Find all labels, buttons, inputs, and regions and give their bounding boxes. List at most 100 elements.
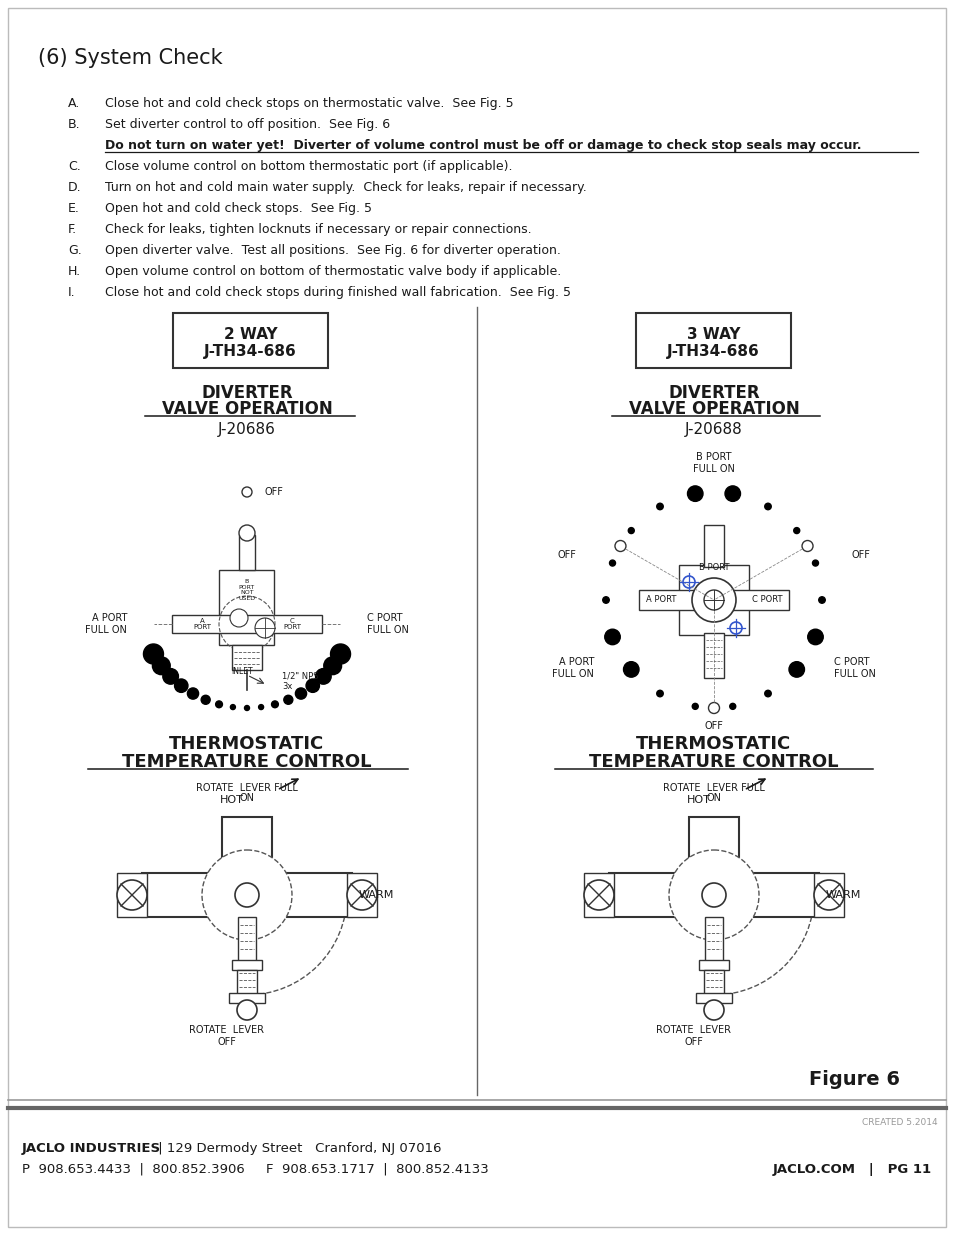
Bar [639, 590, 788, 610]
Circle shape [691, 578, 735, 622]
Text: JACLO.COM   |   PG 11: JACLO.COM | PG 11 [772, 1163, 931, 1176]
Text: DIVERTER: DIVERTER [667, 384, 759, 403]
Text: THERMOSTATIC: THERMOSTATIC [636, 735, 791, 753]
Text: Close volume control on bottom thermostatic port (if applicable).: Close volume control on bottom thermosta… [105, 161, 512, 173]
Text: ROTATE  LEVER FULL: ROTATE LEVER FULL [196, 783, 297, 793]
Text: ON: ON [706, 793, 720, 803]
Bar [229, 993, 265, 1003]
Circle shape [682, 576, 695, 588]
Circle shape [272, 701, 278, 708]
Circle shape [284, 695, 293, 704]
Bar [239, 535, 254, 571]
Bar [347, 873, 376, 918]
Circle shape [323, 657, 341, 674]
Text: 1/2" NPS
3x: 1/2" NPS 3x [282, 672, 318, 692]
Circle shape [187, 688, 198, 699]
Bar [237, 918, 255, 962]
Text: Open diverter valve.  Test all positions.  See Fig. 6 for diverter operation.: Open diverter valve. Test all positions.… [105, 245, 560, 257]
Circle shape [152, 657, 170, 674]
Text: B
PORT
NOT
USED: B PORT NOT USED [238, 579, 255, 601]
Text: (6) System Check: (6) System Check [38, 48, 222, 68]
Text: ROTATE  LEVER FULL: ROTATE LEVER FULL [662, 783, 764, 793]
Bar [688, 818, 739, 873]
Circle shape [724, 485, 740, 501]
Circle shape [687, 485, 702, 501]
Circle shape [801, 541, 812, 552]
Text: Open volume control on bottom of thermostatic valve body if applicable.: Open volume control on bottom of thermos… [105, 266, 560, 278]
Circle shape [306, 679, 319, 693]
Text: I.: I. [68, 287, 75, 299]
Circle shape [258, 705, 263, 710]
Text: VALVE OPERATION: VALVE OPERATION [628, 400, 799, 417]
Text: OFF: OFF [557, 550, 576, 559]
Text: C
PORT: C PORT [283, 618, 301, 630]
Text: Figure 6: Figure 6 [808, 1070, 899, 1089]
Circle shape [254, 618, 274, 638]
Text: THERMOSTATIC: THERMOSTATIC [170, 735, 324, 753]
Circle shape [583, 881, 614, 910]
Text: B PORT: B PORT [698, 563, 728, 572]
Text: G.: G. [68, 245, 82, 257]
Circle shape [615, 541, 625, 552]
Circle shape [215, 701, 222, 708]
Circle shape [656, 690, 662, 697]
Text: VALVE OPERATION: VALVE OPERATION [161, 400, 332, 417]
Circle shape [202, 850, 292, 940]
Circle shape [347, 881, 376, 910]
Text: TEMPERATURE CONTROL: TEMPERATURE CONTROL [589, 753, 838, 771]
Text: A PORT: A PORT [645, 595, 676, 604]
Text: A.: A. [68, 98, 80, 110]
Text: TEMPERATURE CONTROL: TEMPERATURE CONTROL [122, 753, 372, 771]
Text: OFF: OFF [851, 550, 870, 559]
Text: ROTATE  LEVER
OFF: ROTATE LEVER OFF [656, 1025, 731, 1047]
Circle shape [701, 883, 725, 906]
Circle shape [729, 622, 741, 634]
Text: 2 WAY: 2 WAY [223, 327, 277, 342]
Circle shape [604, 629, 619, 645]
Bar [172, 312, 328, 368]
Circle shape [231, 705, 235, 710]
Text: Check for leaks, tighten locknuts if necessary or repair connections.: Check for leaks, tighten locknuts if nec… [105, 224, 531, 236]
Bar [704, 918, 722, 962]
Text: C PORT
FULL ON: C PORT FULL ON [833, 657, 875, 679]
Circle shape [628, 527, 634, 534]
Circle shape [703, 590, 723, 610]
Text: ON: ON [239, 793, 254, 803]
Circle shape [230, 609, 248, 627]
Text: OFF: OFF [704, 721, 722, 731]
Bar [219, 571, 274, 645]
Text: Do not turn on water yet!  Diverter of volume control must be off or damage to c: Do not turn on water yet! Diverter of vo… [105, 140, 861, 152]
Text: INLET: INLET [231, 667, 253, 676]
Circle shape [788, 662, 803, 677]
Text: B PORT
FULL ON: B PORT FULL ON [692, 452, 734, 474]
Circle shape [793, 527, 799, 534]
Text: E.: E. [68, 203, 80, 215]
Text: C PORT: C PORT [751, 595, 781, 604]
Text: Set diverter control to off position.  See Fig. 6: Set diverter control to off position. Se… [105, 119, 390, 131]
Bar [703, 969, 723, 995]
Text: | 129 Dermody Street   Cranford, NJ 07016: | 129 Dermody Street Cranford, NJ 07016 [153, 1142, 441, 1155]
Circle shape [623, 662, 639, 677]
Circle shape [668, 850, 759, 940]
Text: DIVERTER: DIVERTER [201, 384, 293, 403]
Bar [608, 873, 818, 918]
Circle shape [117, 881, 147, 910]
Circle shape [295, 688, 306, 699]
Text: B.: B. [68, 119, 81, 131]
Bar [232, 645, 262, 671]
Text: Close hot and cold check stops on thermostatic valve.  See Fig. 5: Close hot and cold check stops on thermo… [105, 98, 513, 110]
Bar [636, 312, 790, 368]
Circle shape [242, 487, 252, 496]
Circle shape [656, 503, 662, 510]
Circle shape [703, 1000, 723, 1020]
Circle shape [729, 704, 735, 709]
Circle shape [163, 668, 178, 684]
Circle shape [234, 883, 258, 906]
Text: WARM: WARM [358, 890, 394, 900]
Bar [696, 993, 731, 1003]
Circle shape [602, 597, 609, 603]
Text: P  908.653.4433  |  800.852.3906     F  908.653.1717  |  800.852.4133: P 908.653.4433 | 800.852.3906 F 908.653.… [22, 1163, 488, 1176]
Bar [703, 634, 723, 678]
Text: A PORT
FULL ON: A PORT FULL ON [552, 657, 594, 679]
Bar [117, 873, 147, 918]
